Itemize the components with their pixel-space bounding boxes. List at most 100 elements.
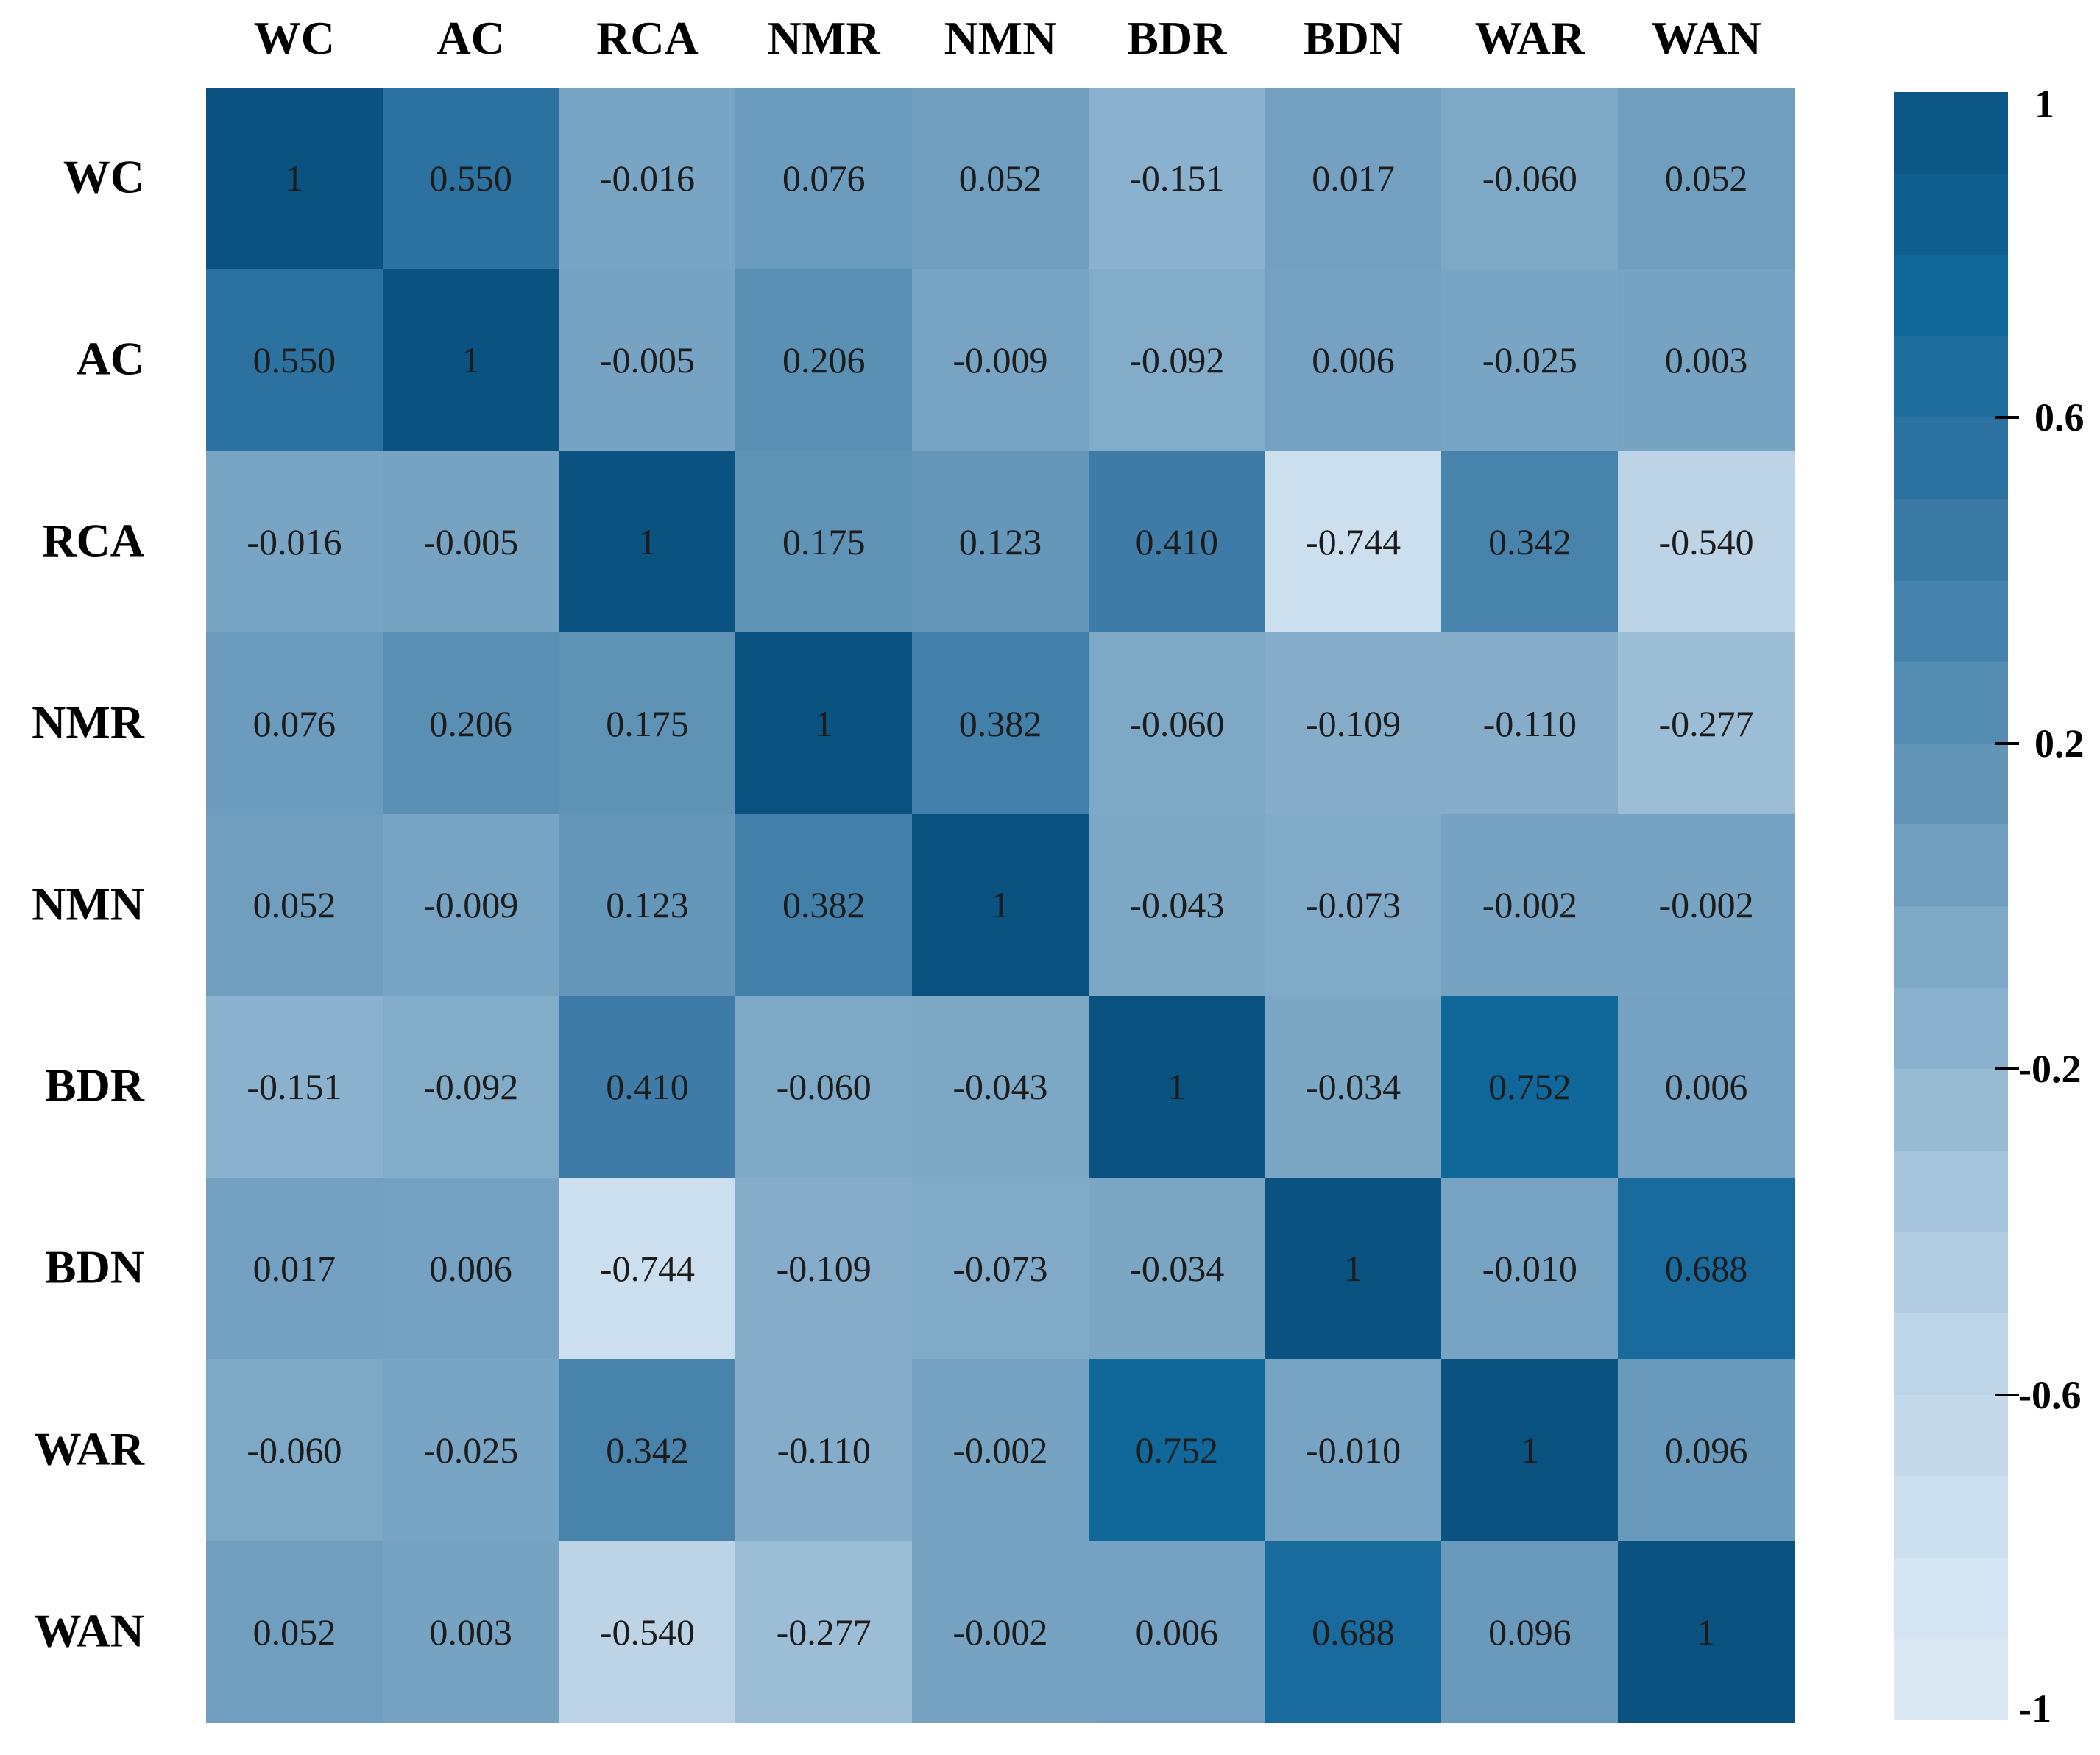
heatmap-cell-bdr-nmr: -0.060 (735, 995, 913, 1178)
heatmap-cell-war-rca: 0.342 (559, 1359, 736, 1542)
heatmap-cell-wan-bdr: 0.006 (1088, 1541, 1265, 1723)
heatmap-cell-bdr-war: 0.752 (1441, 995, 1619, 1178)
heatmap-cell-nmn-rca: 0.123 (559, 814, 736, 996)
colorbar-band (1894, 1313, 2008, 1395)
colorbar-tick-label--0.2: -0.2 (2018, 1047, 2082, 1092)
colorbar-band (1894, 173, 2008, 255)
row-label-bdn: BDN (44, 1240, 144, 1293)
column-header-rca: RCA (596, 12, 699, 64)
heatmap-cell-wan-bdn: 0.688 (1265, 1541, 1442, 1723)
column-header-wan: WAN (1651, 12, 1761, 64)
heatmap-cell-wan-war: 0.096 (1441, 1541, 1619, 1723)
heatmap-cell-war-nmn: -0.002 (912, 1359, 1089, 1542)
heatmap-cell-nmr-war: -0.110 (1441, 632, 1619, 815)
heatmap-cell-ac-wc: 0.550 (206, 269, 383, 451)
heatmap-cell-ac-nmr: 0.206 (735, 269, 913, 451)
heatmap-cell-nmn-nmr: 0.382 (735, 814, 913, 996)
colorbar-tick-mark (1995, 1393, 2019, 1396)
heatmap-cell-wc-war: -0.060 (1441, 88, 1619, 269)
heatmap-cell-nmr-wan: -0.277 (1618, 632, 1795, 815)
colorbar-tick-mark (1995, 741, 2019, 745)
row-label-wc: WC (63, 150, 144, 203)
colorbar-band (1894, 905, 2008, 988)
heatmap-cell-war-bdn: -0.010 (1265, 1359, 1442, 1542)
heatmap-cell-bdn-wan: 0.688 (1618, 1177, 1795, 1360)
heatmap-cell-wan-rca: -0.540 (559, 1541, 736, 1723)
heatmap-cell-nmn-war: -0.002 (1441, 814, 1619, 996)
heatmap-cell-wc-wan: 0.052 (1618, 88, 1795, 269)
colorbar-band (1894, 336, 2008, 418)
column-header-bdr: BDR (1127, 12, 1227, 64)
row-label-rca: RCA (42, 514, 144, 567)
colorbar-band (1894, 662, 2008, 744)
heatmap-cell-war-ac: -0.025 (382, 1359, 559, 1542)
heatmap-cell-wan-wan: 1 (1618, 1541, 1795, 1723)
heatmap-cell-bdn-bdr: -0.034 (1088, 1177, 1265, 1360)
row-label-nmn: NMN (32, 878, 144, 931)
row-label-wan: WAN (34, 1604, 144, 1657)
colorbar-band (1894, 1232, 2008, 1313)
heatmap-cell-bdr-bdn: -0.034 (1265, 995, 1442, 1178)
colorbar-tick-label-0.6: 0.6 (2034, 395, 2085, 440)
colorbar-tick-mark (1995, 1067, 2019, 1071)
colorbar-tick-label--0.6: -0.6 (2018, 1372, 2082, 1417)
heatmap-cell-nmr-nmr: 1 (735, 632, 913, 815)
heatmap-cell-rca-bdr: 0.410 (1088, 451, 1265, 633)
heatmap-cell-ac-rca: -0.005 (559, 269, 736, 451)
colorbar-band (1894, 255, 2008, 336)
colorbar-band (1894, 1476, 2008, 1558)
colorbar-band (1894, 92, 2008, 174)
colorbar-band (1894, 1150, 2008, 1232)
colorbar-tick-label-1: 1 (2034, 82, 2054, 126)
row-label-bdr: BDR (44, 1059, 144, 1112)
heatmap-cell-wc-nmn: 0.052 (912, 88, 1089, 269)
colorbar-band (1894, 498, 2008, 581)
heatmap-cell-bdn-ac: 0.006 (382, 1177, 559, 1360)
heatmap-cell-nmr-wc: 0.076 (206, 632, 383, 815)
column-header-wc: WC (253, 12, 335, 64)
heatmap-cell-nmn-bdr: -0.043 (1088, 814, 1265, 996)
heatmap-cell-wan-nmn: -0.002 (912, 1541, 1089, 1723)
colorbar-band (1894, 417, 2008, 499)
heatmap-cell-nmr-nmn: 0.382 (912, 632, 1089, 815)
heatmap-cell-nmr-bdn: -0.109 (1265, 632, 1442, 815)
row-label-war: WAR (34, 1422, 144, 1475)
heatmap-cell-wan-wc: 0.052 (206, 1541, 383, 1723)
column-header-nmr: NMR (767, 12, 880, 64)
heatmap-cell-nmn-bdn: -0.073 (1265, 814, 1442, 996)
heatmap-cell-rca-wan: -0.540 (1618, 451, 1795, 633)
colorbar-band (1894, 1639, 2008, 1720)
heatmap-cell-wc-wc: 1 (206, 88, 383, 269)
heatmap-cell-rca-ac: -0.005 (382, 451, 559, 633)
colorbar-band (1894, 1069, 2008, 1151)
heatmap-cell-rca-wc: -0.016 (206, 451, 383, 633)
heatmap-cell-bdn-war: -0.010 (1441, 1177, 1619, 1360)
heatmap-cell-war-wan: 0.096 (1618, 1359, 1795, 1542)
row-label-nmr: NMR (32, 696, 144, 749)
heatmap-cell-bdr-nmn: -0.043 (912, 995, 1089, 1178)
heatmap-cell-bdn-nmr: -0.109 (735, 1177, 913, 1360)
heatmap-cell-war-bdr: 0.752 (1088, 1359, 1265, 1542)
colorbar-band (1894, 824, 2008, 906)
heatmap-cell-rca-bdn: -0.744 (1265, 451, 1442, 633)
heatmap-cell-bdr-wc: -0.151 (206, 995, 383, 1178)
heatmap-cell-wc-bdn: 0.017 (1265, 88, 1442, 269)
colorbar-band (1894, 1557, 2008, 1639)
heatmap-cell-nmn-wan: -0.002 (1618, 814, 1795, 996)
colorbar-band (1894, 1394, 2008, 1477)
heatmap-cell-bdn-bdn: 1 (1265, 1177, 1442, 1360)
column-header-bdn: BDN (1303, 12, 1404, 64)
heatmap-cell-war-nmr: -0.110 (735, 1359, 913, 1542)
heatmap-cell-ac-wan: 0.003 (1618, 269, 1795, 451)
heatmap-cell-nmr-bdr: -0.060 (1088, 632, 1265, 815)
heatmap-cell-ac-nmn: -0.009 (912, 269, 1089, 451)
heatmap-cell-nmn-nmn: 1 (912, 814, 1089, 996)
heatmap-cell-nmn-ac: -0.009 (382, 814, 559, 996)
heatmap-cell-wc-nmr: 0.076 (735, 88, 913, 269)
colorbar-band (1894, 743, 2008, 825)
heatmap-cell-nmr-rca: 0.175 (559, 632, 736, 815)
colorbar (1894, 92, 2008, 1720)
heatmap-cell-rca-war: 0.342 (1441, 451, 1619, 633)
heatmap-cell-bdr-rca: 0.410 (559, 995, 736, 1178)
